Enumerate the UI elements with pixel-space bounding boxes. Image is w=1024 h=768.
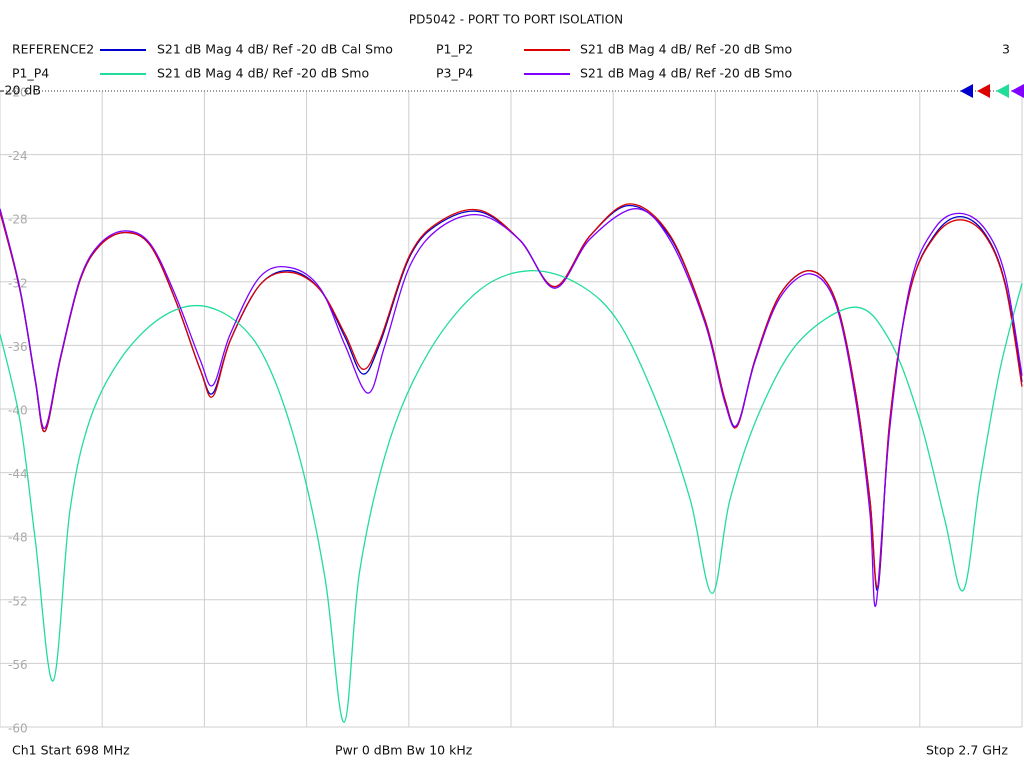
y-tick-label: -56 [8,658,28,672]
footer-start: Ch1 Start 698 MHz [12,743,130,758]
trace-line [0,270,1023,723]
legend-description: S21 dB Mag 4 dB/ Ref -20 dB Smo [580,66,792,81]
legend-name: P1_P4 [12,66,49,81]
y-tick-label: -44 [8,467,28,481]
y-tick-label: -48 [8,531,28,545]
y-tick-label: -32 [8,276,28,290]
legend-name: P3_P4 [436,66,473,81]
chart-title: PD5042 - PORT TO PORT ISOLATION [409,13,623,27]
ref-label: -20 dB [0,83,41,98]
trace-line [0,208,1023,608]
trace-count: 3 [1002,42,1010,57]
traces [0,203,1023,723]
footer-power: Pwr 0 dBm Bw 10 kHz [335,743,473,758]
y-tick-label: -36 [8,340,28,354]
legend-name: REFERENCE2 [12,42,94,57]
y-tick-label: -60 [8,722,28,736]
ref-arrow [960,84,973,98]
ref-arrow [977,84,990,98]
grid [0,90,1023,728]
legend-description: S21 dB Mag 4 dB/ Ref -20 dB Cal Smo [157,42,393,57]
legend-name: P1_P2 [436,42,473,57]
y-tick-label: -24 [8,149,28,163]
legend-description: S21 dB Mag 4 dB/ Ref -20 dB Smo [580,42,792,57]
y-tick-label: -28 [8,213,28,227]
legend-description: S21 dB Mag 4 dB/ Ref -20 dB Smo [157,66,369,81]
y-tick-label: -52 [8,594,28,608]
footer-stop: Stop 2.7 GHz [926,743,1008,758]
legend: REFERENCE2 S21 dB Mag 4 dB/ Ref -20 dB Ca… [12,42,1024,98]
ref-arrow [996,84,1009,98]
ref-arrow [1011,84,1024,98]
y-tick-label: -20 [8,86,28,100]
